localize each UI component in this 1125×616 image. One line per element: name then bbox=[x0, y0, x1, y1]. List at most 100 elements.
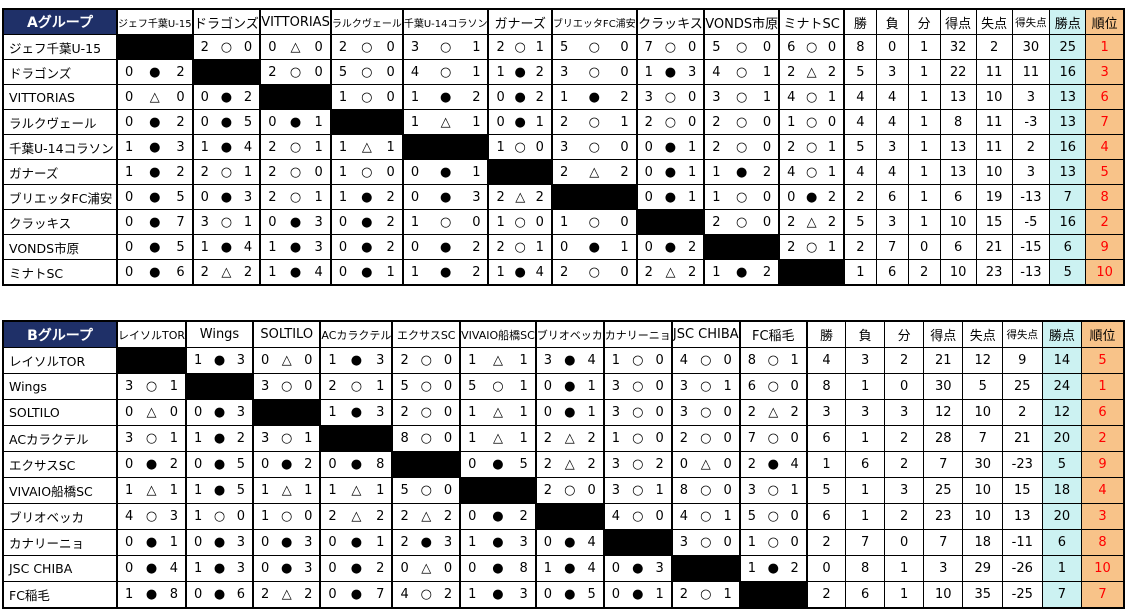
match-result-cell[interactable]: 5 ○ 1 bbox=[459, 373, 537, 400]
match-result-cell[interactable]: 0 ● 5 bbox=[534, 581, 605, 609]
match-result-cell[interactable]: 2 ○ 0 bbox=[703, 209, 781, 235]
stat-cell[interactable]: 3 bbox=[845, 399, 886, 426]
stat-column-header[interactable]: 勝点 bbox=[1049, 8, 1087, 35]
team-column-header[interactable]: レイソルTOR bbox=[115, 320, 188, 348]
match-result-cell[interactable]: 2 ○ 0 bbox=[391, 347, 462, 374]
match-result-cell[interactable]: 1 ● 2 bbox=[401, 84, 490, 110]
stat-cell[interactable]: 1 bbox=[884, 555, 925, 582]
match-result-cell[interactable]: 2 ○ 0 bbox=[259, 59, 332, 85]
rank-cell[interactable]: 6 bbox=[1085, 84, 1125, 110]
self-match-cell[interactable] bbox=[487, 159, 553, 185]
match-result-cell[interactable]: 3 ○ 0 bbox=[550, 59, 638, 85]
stat-cell[interactable]: 6 bbox=[939, 234, 977, 260]
match-result-cell[interactable]: 3 ○ 1 bbox=[251, 425, 322, 452]
stat-cell[interactable]: 5 bbox=[843, 209, 877, 235]
stat-cell[interactable]: 5 bbox=[843, 134, 877, 160]
stat-cell[interactable]: 11 bbox=[975, 134, 1013, 160]
stat-cell[interactable]: 1 bbox=[907, 134, 941, 160]
stat-cell[interactable]: 3 bbox=[884, 477, 925, 504]
team-row-label[interactable]: ACカラクテル bbox=[2, 425, 118, 452]
match-result-cell[interactable]: 5 ○ 0 bbox=[703, 34, 781, 60]
stat-cell[interactable]: 30 bbox=[962, 451, 1003, 478]
match-result-cell[interactable]: 3 ○ 0 bbox=[635, 84, 706, 110]
match-result-cell[interactable]: 0 ● 2 bbox=[115, 59, 194, 85]
match-result-cell[interactable]: 1 ● 3 bbox=[185, 347, 254, 374]
stat-cell[interactable]: 3 bbox=[845, 347, 886, 374]
match-result-cell[interactable]: 0 ● 5 bbox=[191, 109, 262, 135]
rank-cell[interactable]: 3 bbox=[1081, 503, 1125, 530]
match-result-cell[interactable]: 3 ○ 1 bbox=[401, 34, 490, 60]
match-result-cell[interactable]: 4 ○ 1 bbox=[670, 503, 741, 530]
stat-cell[interactable]: 21 bbox=[923, 347, 964, 374]
stat-cell[interactable]: 25 bbox=[923, 477, 964, 504]
rank-cell[interactable]: 2 bbox=[1085, 209, 1125, 235]
team-column-header[interactable]: VITTORIAS bbox=[259, 8, 332, 35]
stat-cell[interactable]: 12 bbox=[923, 399, 964, 426]
self-match-cell[interactable] bbox=[670, 555, 741, 582]
stat-cell[interactable]: 4 bbox=[843, 84, 877, 110]
match-result-cell[interactable]: 0 ● 1 bbox=[329, 259, 404, 286]
team-column-header[interactable]: SOLTILO bbox=[251, 320, 322, 348]
stat-column-header[interactable]: 勝点 bbox=[1041, 320, 1083, 348]
match-result-cell[interactable]: 0 △ 0 bbox=[251, 347, 322, 374]
points-cell[interactable]: 1 bbox=[1041, 555, 1083, 582]
team-column-header[interactable]: JSC CHIBA bbox=[670, 320, 741, 348]
stat-cell[interactable]: -15 bbox=[1011, 234, 1051, 260]
match-result-cell[interactable]: 3 ○ 0 bbox=[670, 399, 741, 426]
stat-column-header[interactable]: 順位 bbox=[1085, 8, 1125, 35]
rank-cell[interactable]: 5 bbox=[1085, 159, 1125, 185]
stat-cell[interactable]: 4 bbox=[843, 159, 877, 185]
stat-cell[interactable]: 10 bbox=[962, 477, 1003, 504]
self-match-cell[interactable] bbox=[319, 425, 394, 452]
stat-cell[interactable]: 10 bbox=[962, 399, 1003, 426]
rank-cell[interactable]: 9 bbox=[1085, 234, 1125, 260]
match-result-cell[interactable]: 1 ○ 0 bbox=[602, 347, 673, 374]
stat-column-header[interactable]: 順位 bbox=[1081, 320, 1125, 348]
match-result-cell[interactable]: 4 ○ 1 bbox=[401, 59, 490, 85]
stat-cell[interactable]: 13 bbox=[939, 84, 977, 110]
stat-cell[interactable]: 6 bbox=[806, 425, 847, 452]
match-result-cell[interactable]: 2 ○ 1 bbox=[550, 109, 638, 135]
match-result-cell[interactable]: 2 ○ 0 bbox=[391, 399, 462, 426]
stat-cell[interactable]: 8 bbox=[843, 34, 877, 60]
match-result-cell[interactable]: 2 △ 2 bbox=[391, 503, 462, 530]
match-result-cell[interactable]: 0 ● 2 bbox=[635, 234, 706, 260]
match-result-cell[interactable]: 1 ● 4 bbox=[534, 555, 605, 582]
match-result-cell[interactable]: 4 ○ 1 bbox=[703, 59, 781, 85]
stat-cell[interactable]: 2 bbox=[843, 184, 877, 210]
match-result-cell[interactable]: 3 ○ 1 bbox=[703, 84, 781, 110]
stat-cell[interactable]: 13 bbox=[939, 159, 977, 185]
match-result-cell[interactable]: 3 ○ 0 bbox=[602, 399, 673, 426]
match-result-cell[interactable]: 2 ○ 0 bbox=[534, 477, 605, 504]
team-row-label[interactable]: ミナトSC bbox=[2, 259, 118, 286]
stat-cell[interactable]: 7 bbox=[845, 529, 886, 556]
stat-cell[interactable]: 5 bbox=[806, 477, 847, 504]
stat-cell[interactable]: 10 bbox=[975, 84, 1013, 110]
stat-cell[interactable]: -3 bbox=[1011, 109, 1051, 135]
match-result-cell[interactable]: 0 ● 2 bbox=[115, 109, 194, 135]
match-result-cell[interactable]: 2 ○ 0 bbox=[703, 109, 781, 135]
match-result-cell[interactable]: 2 △ 2 bbox=[251, 581, 322, 609]
match-result-cell[interactable]: 0 △ 0 bbox=[391, 555, 462, 582]
team-column-header[interactable]: ブリオベッカ bbox=[534, 320, 605, 348]
team-row-label[interactable]: ジェフ千葉U-15 bbox=[2, 34, 118, 60]
match-result-cell[interactable]: 2 ○ 1 bbox=[778, 234, 846, 260]
team-column-header[interactable]: クラッキス bbox=[635, 8, 706, 35]
stat-cell[interactable]: 1 bbox=[845, 373, 886, 400]
stat-cell[interactable]: 10 bbox=[939, 209, 977, 235]
match-result-cell[interactable]: 0 ● 6 bbox=[185, 581, 254, 609]
self-match-cell[interactable] bbox=[185, 373, 254, 400]
stat-cell[interactable]: 30 bbox=[1011, 34, 1051, 60]
match-result-cell[interactable]: 0 ● 1 bbox=[635, 159, 706, 185]
team-row-label[interactable]: SOLTILO bbox=[2, 399, 118, 426]
match-result-cell[interactable]: 1 ● 2 bbox=[703, 159, 781, 185]
match-result-cell[interactable]: 2 △ 2 bbox=[534, 451, 605, 478]
match-result-cell[interactable]: 1 △ 1 bbox=[459, 347, 537, 374]
match-result-cell[interactable]: 0 ● 1 bbox=[635, 184, 706, 210]
match-result-cell[interactable]: 0 ● 1 bbox=[319, 529, 394, 556]
match-result-cell[interactable]: 1 ● 4 bbox=[487, 259, 553, 286]
stat-cell[interactable]: 1 bbox=[843, 259, 877, 286]
stat-column-header[interactable]: 負 bbox=[875, 8, 909, 35]
match-result-cell[interactable]: 3 ○ 1 bbox=[670, 373, 741, 400]
match-result-cell[interactable]: 3 ○ 1 bbox=[191, 209, 262, 235]
